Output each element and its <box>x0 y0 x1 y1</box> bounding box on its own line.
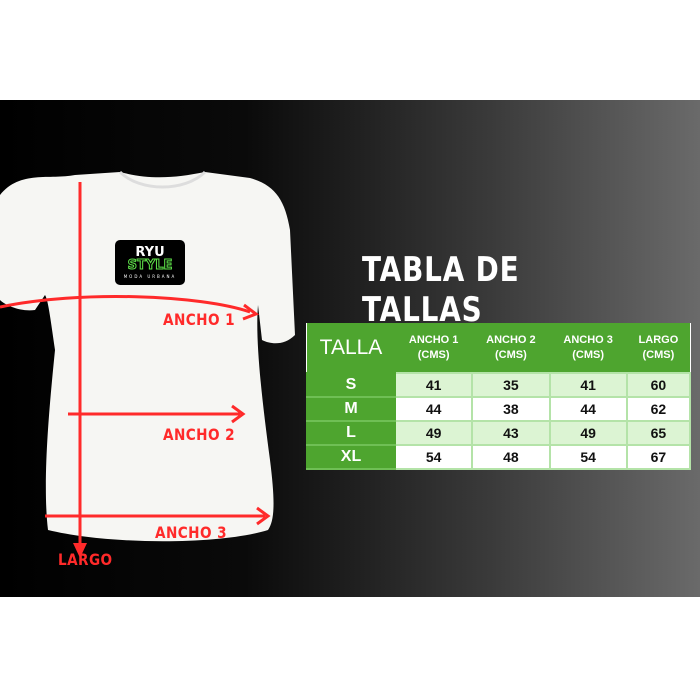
size-cell: L <box>306 420 396 446</box>
header-text: TALLA <box>319 336 383 359</box>
logo-line1: RYU <box>135 245 165 260</box>
size-cell: XL <box>306 444 396 470</box>
value-cell: 38 <box>471 396 551 422</box>
header-ancho3: ANCHO 3 (CMS) <box>549 323 627 373</box>
value-cell: 41 <box>393 372 474 398</box>
size-table: TALLA ANCHO 1 (CMS) ANCHO 2 (CMS) ANCHO 3 (… <box>306 323 692 470</box>
header-largo: LARGO (CMS) <box>626 323 690 373</box>
logo-line2: STYLE <box>127 258 173 273</box>
value-cell: 54 <box>393 444 474 470</box>
value-cell: 65 <box>625 420 692 446</box>
header-text: ANCHO 2 <box>486 333 536 346</box>
ancho2-arrow <box>68 404 246 424</box>
page-title: TABLA DE TALLAS <box>362 250 520 330</box>
largo-label: LARGO <box>58 550 113 569</box>
brand-logo: RYU STYLE MODA URBANA <box>115 240 185 285</box>
table-row: L 49 43 49 65 <box>306 420 692 446</box>
header-unit: (CMS) <box>572 348 605 361</box>
value-cell: 49 <box>393 420 474 446</box>
value-cell: 49 <box>548 420 628 446</box>
value-cell: 54 <box>548 444 628 470</box>
tshirt-image <box>0 170 295 558</box>
value-cell: 48 <box>471 444 551 470</box>
ancho1-label: ANCHO 1 <box>163 310 236 329</box>
header-talla: TALLA <box>307 323 395 373</box>
value-cell: 44 <box>548 396 628 422</box>
header-unit: (CMS) <box>495 348 527 361</box>
ancho1-arrow <box>0 294 260 321</box>
largo-arrow <box>73 182 87 558</box>
value-cell: 44 <box>393 396 474 422</box>
value-cell: 35 <box>471 372 551 398</box>
ancho3-label: ANCHO 3 <box>155 523 228 542</box>
ancho2-label: ANCHO 2 <box>163 425 236 444</box>
value-cell: 41 <box>548 372 628 398</box>
table-row: M 44 38 44 62 <box>306 396 692 422</box>
header-text: ANCHO 3 <box>563 333 613 346</box>
header-ancho1: ANCHO 1 (CMS) <box>395 323 473 373</box>
header-text: ANCHO 1 <box>408 333 459 346</box>
value-cell: 60 <box>625 372 692 398</box>
size-cell: M <box>306 396 396 422</box>
header-ancho2: ANCHO 2 (CMS) <box>472 323 550 373</box>
value-cell: 62 <box>625 396 692 422</box>
value-cell: 43 <box>471 420 551 446</box>
table-row: S 41 35 41 60 <box>306 372 692 398</box>
table-row: XL 54 48 54 67 <box>306 444 692 470</box>
logo-line3: MODA URBANA <box>123 274 177 279</box>
header-text: LARGO <box>638 333 679 346</box>
value-cell: 67 <box>625 444 692 470</box>
table-header-row: TALLA ANCHO 1 (CMS) ANCHO 2 (CMS) ANCHO 3 (… <box>307 323 690 373</box>
header-unit: (CMS) <box>642 348 675 361</box>
ancho3-arrow <box>45 506 271 526</box>
size-cell: S <box>306 372 396 398</box>
header-unit: (CMS) <box>417 348 450 361</box>
